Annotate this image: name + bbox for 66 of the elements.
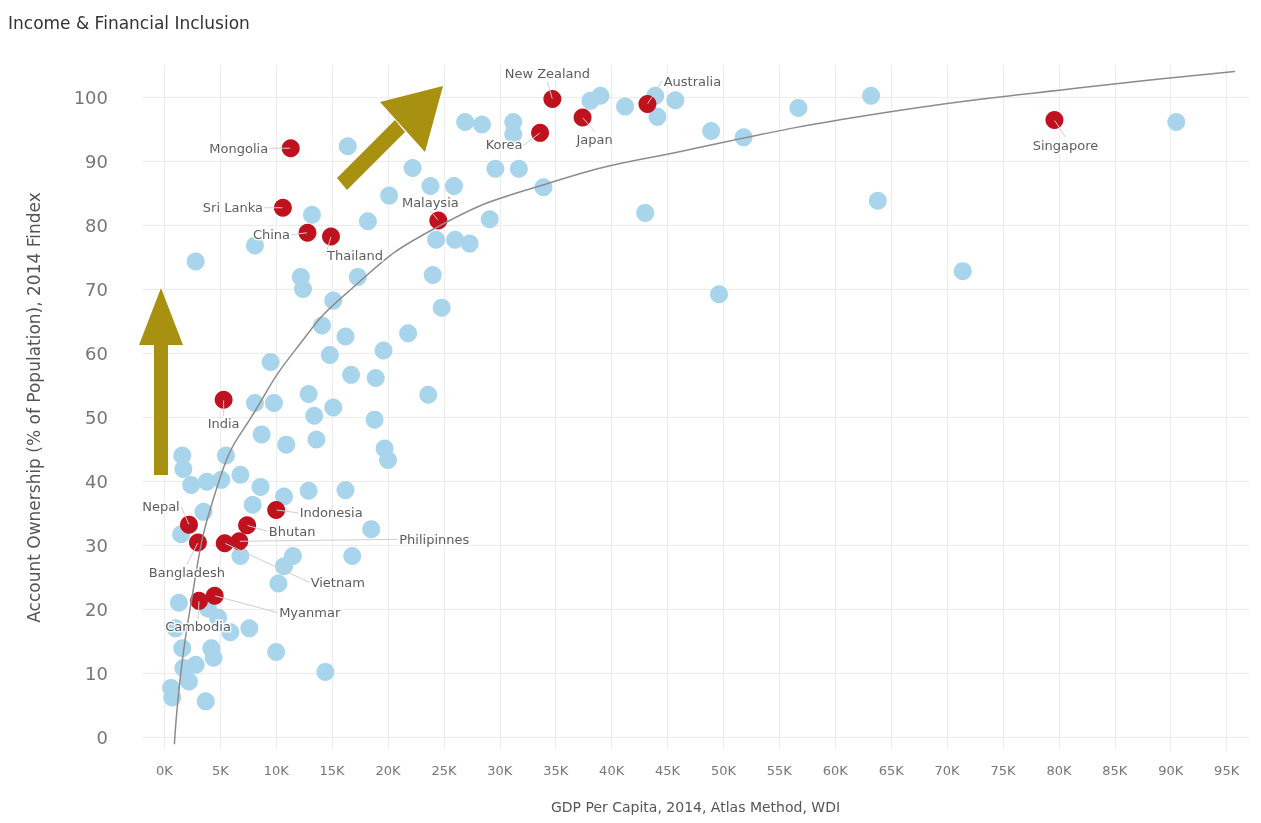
point xyxy=(531,123,550,142)
point xyxy=(179,515,198,534)
point xyxy=(230,532,249,551)
point xyxy=(543,89,562,108)
y-tick-label: 40 xyxy=(85,470,108,492)
point xyxy=(1045,111,1064,130)
y-tick-label: 50 xyxy=(85,406,108,428)
x-tick-label: 10K xyxy=(263,763,290,778)
y-tick-label: 20 xyxy=(85,598,108,620)
x-tick-label: 55K xyxy=(766,763,793,778)
annotation: Bhutan xyxy=(268,523,316,539)
x-tick-label: 85K xyxy=(1102,763,1128,778)
annotation: New Zealand xyxy=(504,66,591,82)
x-tick-label: 15K xyxy=(319,763,346,778)
point xyxy=(205,586,224,605)
x-tick-label: 35K xyxy=(543,763,569,778)
point xyxy=(238,516,257,535)
x-tick-label: 20K xyxy=(375,763,401,778)
annotation: Philipinnes xyxy=(399,531,470,547)
point xyxy=(638,95,657,114)
annotation: China xyxy=(252,227,291,243)
point xyxy=(214,390,233,409)
y-tick-label: 0 xyxy=(96,726,108,748)
y-tick-label: 10 xyxy=(85,662,108,684)
annotation: Singapore xyxy=(1032,137,1099,153)
annotation: Vietnam xyxy=(310,574,365,590)
x-tick-label: 25K xyxy=(431,763,457,778)
point xyxy=(321,227,340,246)
x-tick-label: 60K xyxy=(822,763,849,778)
y-tick-label: 80 xyxy=(85,214,108,236)
x-tick-label: 0K xyxy=(155,763,174,778)
point xyxy=(267,500,286,519)
point xyxy=(273,198,292,217)
y-tick-label: 90 xyxy=(85,150,108,172)
x-tick-label: 65K xyxy=(878,763,905,778)
x-tick-label: 80K xyxy=(1046,763,1072,778)
chart-title: Income & Financial Inclusion xyxy=(8,12,250,33)
annotation: Korea xyxy=(485,137,523,153)
annotation: India xyxy=(207,416,240,432)
annotation: Thailand xyxy=(326,248,383,264)
annotation: Mongolia xyxy=(209,140,269,156)
annotation: Australia xyxy=(663,73,722,89)
y-tick-label: 60 xyxy=(85,342,108,364)
annotation: Myanmar xyxy=(279,605,341,621)
y-tick-label: 70 xyxy=(85,278,108,300)
x-tick-label: 70K xyxy=(934,763,961,778)
annotation: Indonesia xyxy=(299,505,363,521)
y-tick-label: 30 xyxy=(85,534,108,556)
y-tick-label: 100 xyxy=(73,86,108,108)
x-tick-label: 45K xyxy=(655,763,681,778)
annotation: Nepal xyxy=(142,499,180,515)
y-axis-title: Account Ownership (% of Population), 2014 Findex xyxy=(23,192,44,623)
x-tick-label: 50K xyxy=(710,763,737,778)
x-axis-title: GDP Per Capita, 2014, Atlas Method, WDI xyxy=(550,799,841,815)
point xyxy=(573,108,592,127)
x-tick-label: 75K xyxy=(990,763,1016,778)
x-tick-label: 30K xyxy=(487,763,513,778)
x-tick-label: 40K xyxy=(599,763,625,778)
x-tick-label: 90K xyxy=(1158,763,1184,778)
annotation: Sri Lanka xyxy=(202,200,263,216)
annotation: Japan xyxy=(575,132,613,147)
point xyxy=(298,223,317,242)
annotation: Malaysia xyxy=(401,195,459,211)
x-tick-label: 5K xyxy=(211,763,230,778)
point xyxy=(281,139,300,158)
x-tick-label: 95K xyxy=(1214,763,1240,778)
